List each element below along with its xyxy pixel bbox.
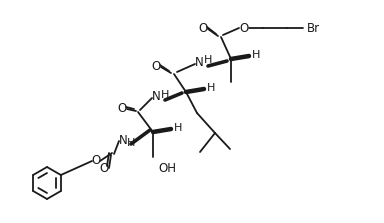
- Text: O: O: [99, 161, 109, 175]
- Text: H: H: [127, 138, 135, 148]
- Text: OH: OH: [158, 163, 176, 176]
- Text: H: H: [204, 55, 212, 65]
- Text: H: H: [174, 123, 182, 133]
- Text: N: N: [119, 134, 127, 147]
- Text: N: N: [152, 91, 161, 103]
- Text: N: N: [195, 56, 204, 68]
- Text: O: O: [199, 21, 208, 35]
- Text: H: H: [252, 50, 260, 60]
- Text: O: O: [118, 101, 127, 114]
- Text: O: O: [239, 21, 248, 35]
- Text: Br: Br: [307, 21, 320, 35]
- Text: H: H: [207, 83, 215, 93]
- Text: O: O: [91, 155, 101, 167]
- Text: H: H: [161, 90, 169, 100]
- Text: O: O: [151, 60, 161, 72]
